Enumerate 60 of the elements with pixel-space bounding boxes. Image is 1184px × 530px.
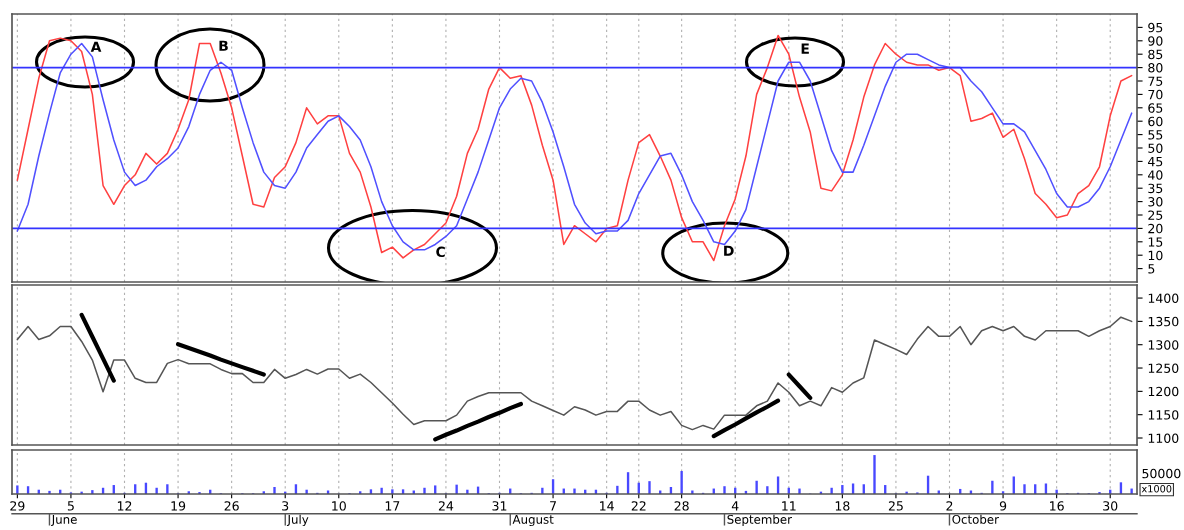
y-tick-label: 75: [1148, 76, 1163, 86]
y-tick-label: 90: [1148, 36, 1163, 46]
y-tick-label: 55: [1148, 130, 1163, 140]
text: x1000: [1141, 485, 1172, 493]
x-tick-label: 17: [385, 501, 400, 511]
text: September: [727, 514, 792, 527]
x-tick-label: 14: [600, 501, 614, 511]
x-tick-label: 5: [67, 501, 74, 511]
y-tick-label: 70: [1148, 89, 1163, 100]
annotation: B: [219, 40, 228, 51]
x-tick-label: 10: [332, 501, 346, 511]
x-tick-label: 2: [946, 501, 953, 511]
y-tick-label: 40: [1148, 170, 1163, 180]
x-tick-label: 9: [999, 501, 1007, 511]
x-tick-label: 19: [171, 501, 186, 511]
y-tick-label: 65: [1148, 103, 1163, 113]
y-tick-label: 85: [1148, 49, 1163, 60]
text: July: [286, 514, 309, 527]
y-tick-label: 30: [1148, 197, 1163, 207]
y-tick-label: 1300: [1148, 340, 1179, 350]
y-tick-label: 15: [1148, 237, 1163, 247]
text: October: [952, 514, 999, 524]
y-tick-label: 95: [1148, 22, 1163, 33]
y-tick-label: 60: [1148, 116, 1163, 127]
y-tick-label: 35: [1148, 183, 1163, 194]
y-tick-label: 25: [1148, 210, 1163, 220]
x-tick-label: 18: [835, 501, 850, 511]
annotation: E: [801, 43, 809, 54]
text: June: [51, 515, 77, 527]
y-tick-label: 1250: [1148, 363, 1179, 373]
x-tick-label: 26: [224, 501, 239, 511]
y-tick-label: 10: [1148, 250, 1163, 261]
y-tick-label: 1200: [1148, 386, 1179, 397]
y-tick-label: 5: [1148, 264, 1155, 274]
annotation: A: [90, 41, 102, 52]
x-tick-label: 30: [1103, 501, 1118, 511]
x-tick-label: 28: [674, 501, 689, 511]
x-tick-label: 31: [492, 501, 507, 511]
x-tick-label: 4: [731, 501, 739, 511]
x-tick-label: 24: [438, 501, 454, 511]
y-tick-label: 1400: [1148, 293, 1179, 303]
x-tick-label: 7: [550, 501, 556, 511]
text: 50000: [1142, 468, 1181, 479]
x-tick-label: 22: [631, 501, 646, 511]
y-tick-label: 1100: [1148, 433, 1179, 443]
y-tick-label: 1150: [1148, 410, 1179, 420]
annotation: C: [436, 246, 445, 258]
x-tick-label: 29: [10, 501, 25, 511]
annotation: D: [724, 245, 734, 256]
text: August: [512, 515, 554, 527]
y-tick-label: 80: [1148, 63, 1163, 73]
y-tick-label: 50: [1148, 143, 1163, 153]
x-tick-label: 11: [782, 501, 796, 511]
x-tick-label: 12: [117, 501, 132, 511]
x-tick-label: 3: [282, 501, 289, 511]
x-tick-label: 25: [888, 501, 903, 511]
x-tick-label: 16: [1050, 501, 1064, 511]
y-tick-label: 45: [1148, 157, 1163, 167]
y-tick-label: 1350: [1148, 316, 1179, 327]
y-tick-label: 20: [1148, 223, 1163, 234]
